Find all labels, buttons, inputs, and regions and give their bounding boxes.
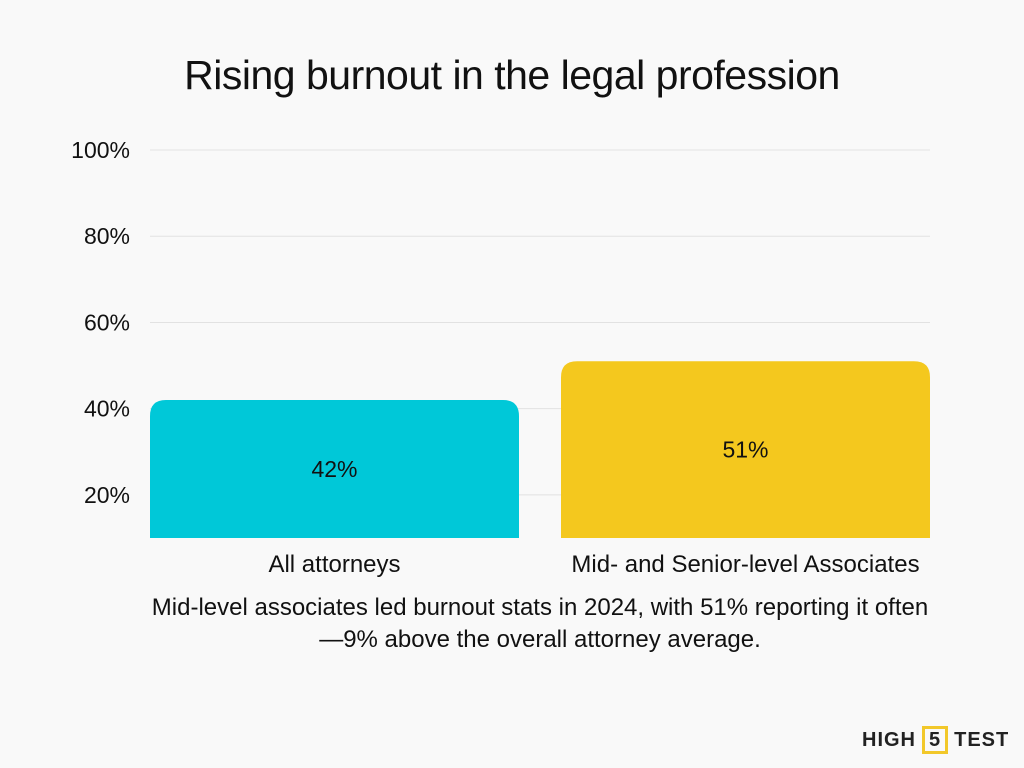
logo-text-left: HIGH (862, 728, 916, 751)
bar (150, 400, 519, 538)
x-tick-label: Mid- and Senior-level Associates (571, 551, 919, 578)
logo-text-right: TEST (954, 728, 1010, 751)
y-tick-label: 40% (84, 396, 130, 422)
x-tick-label: All attorneys (268, 551, 400, 578)
y-tick-label: 100% (71, 137, 130, 163)
chart-title: Rising burnout in the legal profession (184, 52, 840, 98)
data-label: 42% (311, 456, 357, 482)
chart-caption: Mid-level associates led burnout stats i… (151, 594, 929, 653)
y-tick-label: 80% (84, 223, 130, 249)
y-tick-label: 20% (84, 482, 130, 508)
logo-number: 5 (922, 726, 949, 754)
y-tick-label: 60% (84, 309, 130, 335)
data-label: 51% (722, 437, 768, 463)
bar (561, 361, 930, 538)
brand-logo: HIGH 5 TEST (862, 726, 1009, 754)
bar-chart: 20% 40% 60% 80% 100% 42% All attorneys 51% Mid- … (71, 137, 930, 578)
